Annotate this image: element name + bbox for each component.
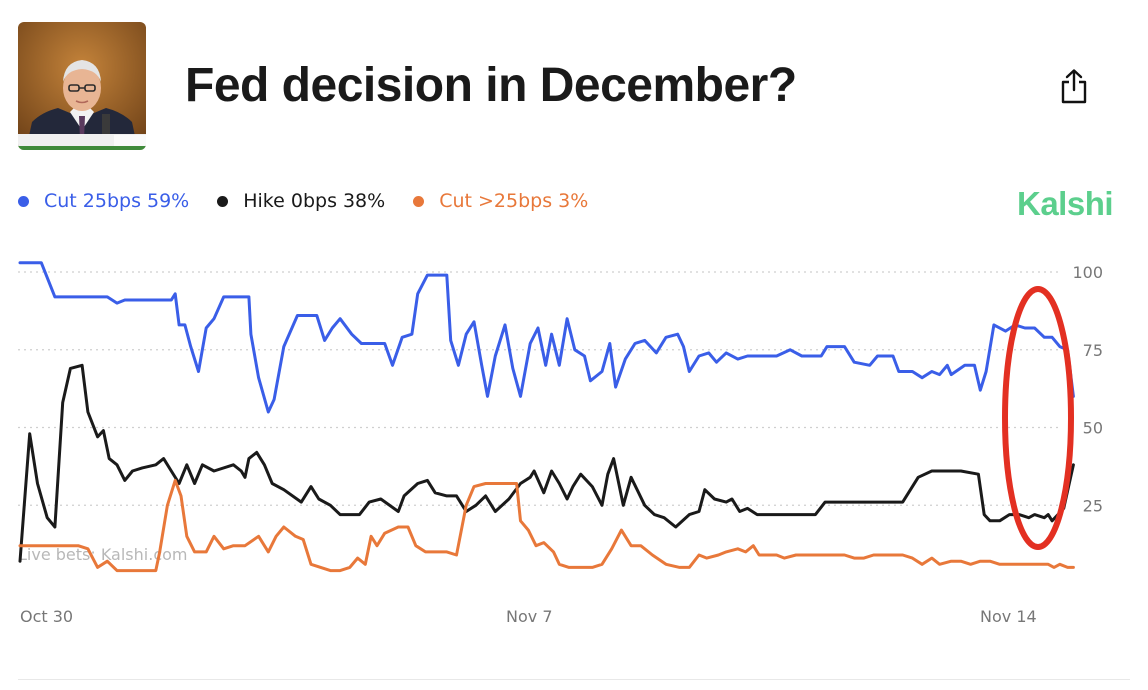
brand-logo: Kalshi	[1017, 185, 1114, 222]
legend-series-name: Hike 0bps	[243, 190, 337, 212]
divider	[18, 679, 1130, 680]
legend-series-value: 59%	[147, 190, 190, 212]
highlight-ellipse-annotation	[1002, 286, 1074, 550]
share-button[interactable]	[1054, 64, 1094, 108]
y-axis-ticks: 100 75 50 25	[1072, 263, 1103, 515]
legend-label: Cut >25bps 3%	[439, 190, 588, 212]
series-line-2	[18, 478, 1075, 573]
legend-dot	[217, 195, 229, 207]
x-tick-label: Nov 14	[980, 607, 1037, 626]
page-title: Fed decision in December?	[185, 59, 797, 112]
chart-watermark: Live bets: Kalshi.com	[18, 545, 187, 564]
y-tick-label: 25	[1083, 496, 1103, 515]
legend-series-name: Cut 25bps	[44, 190, 141, 212]
legend-label: Hike 0bps 38%	[243, 190, 385, 212]
legend-item-hike-0bps: Hike 0bps 38%	[217, 190, 385, 212]
legend: Cut 25bps 59% Hike 0bps 38% Cut >25bps 3%	[18, 190, 616, 212]
series-line-1	[18, 363, 1075, 563]
x-tick-label: Oct 30	[20, 607, 73, 626]
x-tick-label: Nov 7	[506, 607, 553, 626]
legend-dot	[18, 195, 29, 207]
x-axis-ticks: Oct 30 Nov 7 Nov 14	[20, 607, 1037, 626]
series-line-0	[18, 261, 1075, 414]
y-tick-label: 50	[1083, 419, 1103, 438]
line-chart: Live bets: Kalshi.com 100 75 50 25 Oct 30 No…	[18, 261, 1103, 626]
legend-dot	[413, 195, 425, 207]
y-tick-label: 75	[1083, 341, 1103, 360]
y-tick-label: 100	[1072, 263, 1103, 282]
share-icon	[1061, 69, 1087, 104]
grid-lines	[18, 271, 1062, 506]
legend-label: Cut 25bps 59%	[44, 190, 189, 212]
person-photo-icon	[18, 22, 146, 150]
legend-series-value: 3%	[558, 190, 589, 212]
series-lines	[18, 261, 1075, 573]
avatar	[18, 22, 146, 150]
legend-series-value: 38%	[342, 190, 386, 212]
legend-item-cut-25bps: Cut 25bps 59%	[18, 190, 189, 212]
legend-item-cut-gt-25bps: Cut >25bps 3%	[413, 190, 588, 212]
legend-series-name: Cut >25bps	[439, 190, 553, 212]
